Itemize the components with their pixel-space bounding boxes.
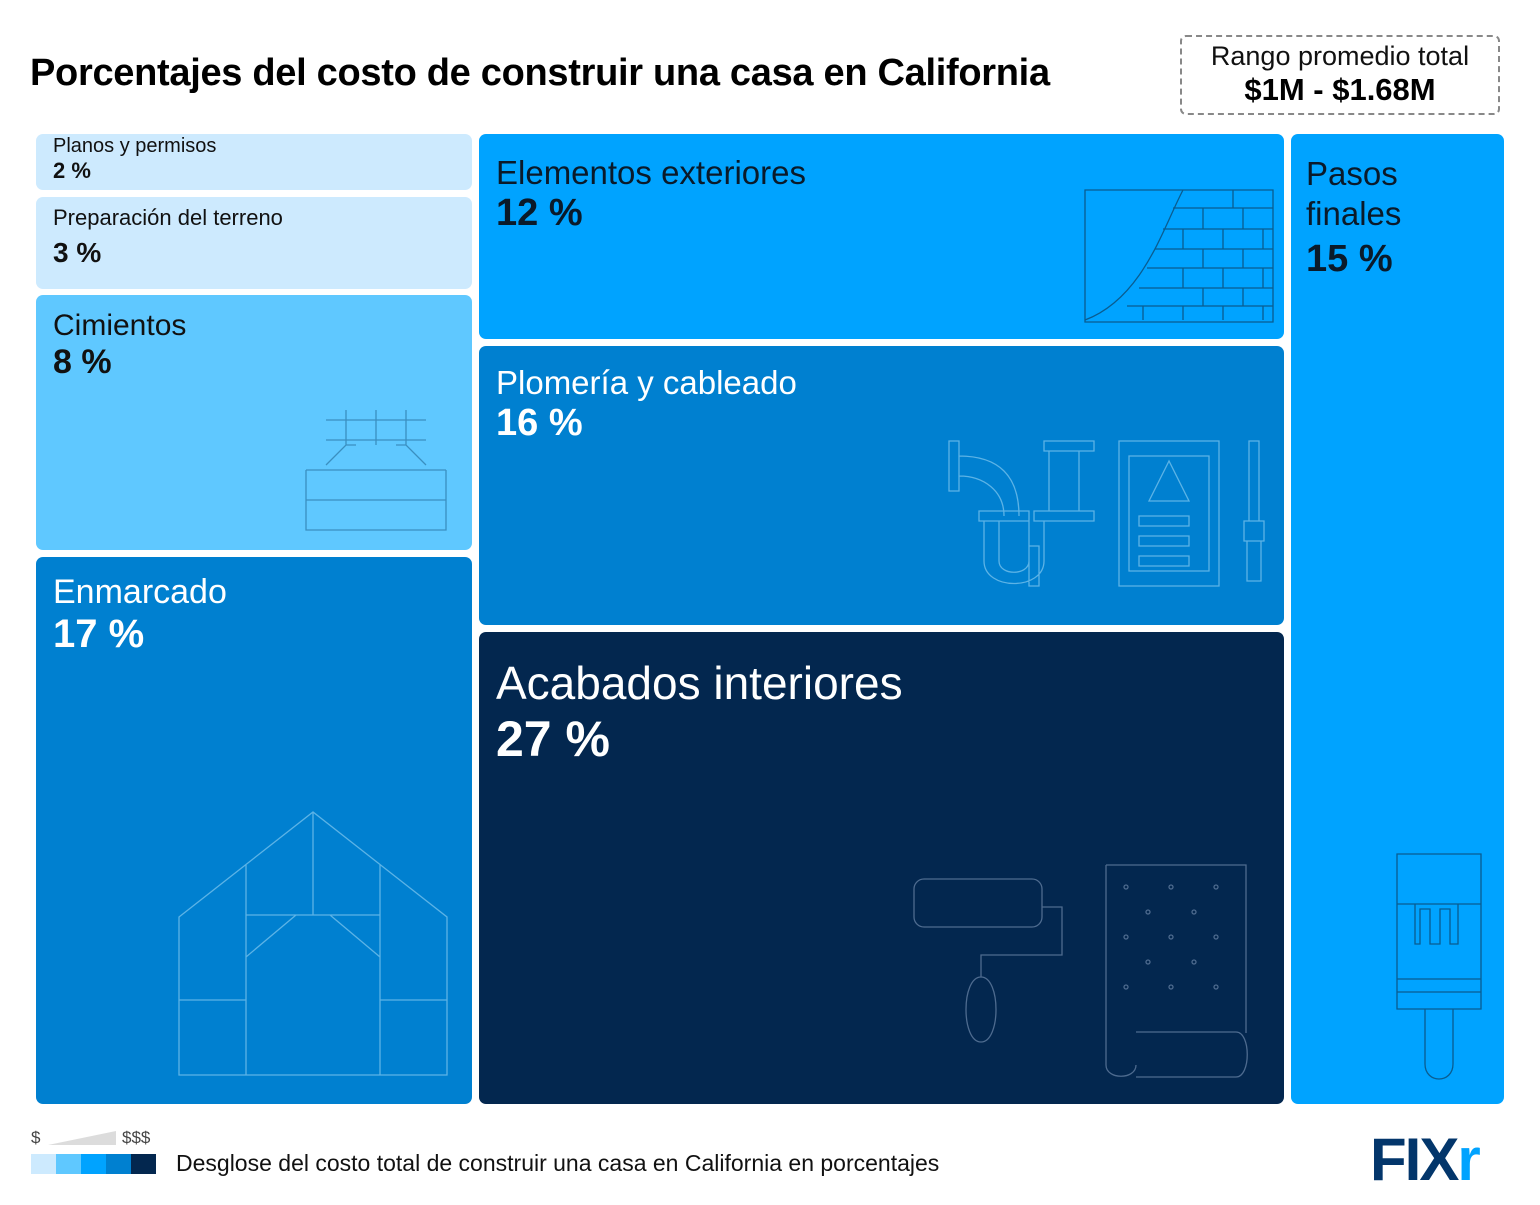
tile-value: 2 % (53, 158, 91, 183)
logo-accent: r (1457, 1126, 1480, 1193)
tile-label: Pasos finales (1306, 155, 1402, 232)
tile-label: Plomería y cableado (496, 364, 797, 401)
tile-label: Planos y permisos (53, 135, 217, 157)
logo-main: FIX (1370, 1126, 1459, 1193)
page-title: Porcentajes del costo de construir una c… (30, 52, 1050, 94)
brick-wall-icon (1084, 189, 1274, 323)
tile-value: 16 % (496, 402, 583, 444)
legend-swatch-1 (31, 1154, 56, 1174)
legend-low-label: $ (31, 1128, 41, 1147)
paintbrush-icon (1396, 853, 1482, 1080)
plumbing-electrical-icon (948, 440, 1265, 587)
fixr-logo: FIXr (1370, 1125, 1481, 1194)
tile-pasos-finales: Pasos finales 15 % (1291, 134, 1504, 1104)
tile-label: Enmarcado (53, 573, 227, 611)
tile-label: Cimientos (53, 309, 187, 342)
range-value: $1M - $1.68M (1244, 72, 1436, 107)
house-frame-icon (178, 811, 448, 1076)
tile-acabados-interiores: Acabados interiores 27 % (479, 632, 1284, 1104)
legend-high-label: $$$ (122, 1128, 151, 1147)
tile-plomeria: Plomería y cableado 16 % (479, 346, 1284, 625)
foundation-icon (305, 410, 447, 531)
legend-swatch-3 (81, 1154, 106, 1174)
tile-label: Elementos exteriores (496, 154, 806, 191)
chart-description: Desglose del costo total de construir un… (176, 1150, 940, 1176)
tile-elementos-exteriores: Elementos exteriores 12 % (479, 134, 1284, 339)
tile-enmarcado: Enmarcado 17 % (36, 557, 472, 1104)
tile-value: 12 % (496, 192, 583, 234)
legend-swatch-5 (131, 1154, 156, 1174)
tile-value: 15 % (1306, 238, 1393, 280)
tile-value: 8 % (53, 343, 112, 381)
legend-swatch-4 (106, 1154, 131, 1174)
tile-label: Acabados interiores (496, 657, 903, 709)
tile-planos: Planos y permisos 2 % (36, 134, 472, 190)
range-label: Rango promedio total (1210, 41, 1470, 71)
tile-value: 3 % (53, 237, 102, 268)
tile-cimientos: Cimientos 8 % (36, 295, 472, 550)
tile-preparacion: Preparación del terreno 3 % (36, 197, 472, 289)
tile-value: 27 % (496, 711, 610, 767)
tile-label: Preparación del terreno (53, 205, 283, 230)
legend-swatch-2 (56, 1154, 81, 1174)
paint-roller-wallpaper-icon (913, 864, 1248, 1078)
legend-scale-wedge (48, 1131, 116, 1145)
tile-value: 17 % (53, 612, 145, 656)
total-range-box: Rango promedio total $1M - $1.68M (1180, 35, 1500, 115)
